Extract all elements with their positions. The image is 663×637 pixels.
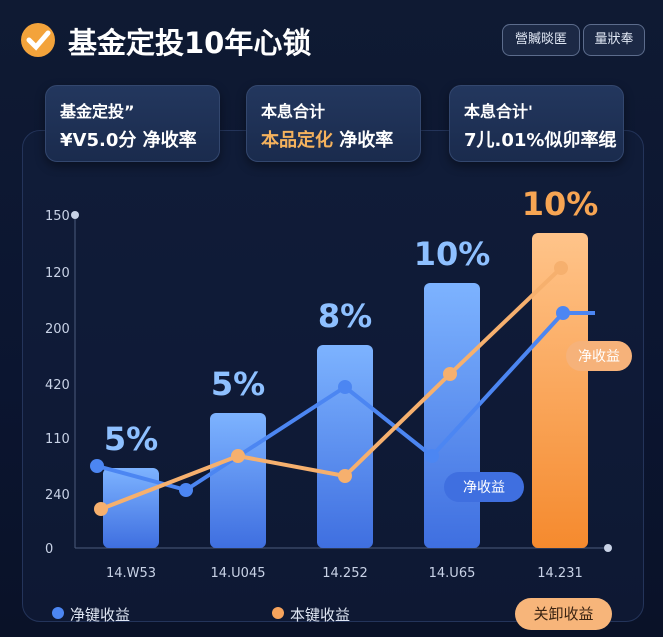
bar-label: 10% <box>414 235 491 273</box>
card: 本息合计' 7儿.01%似卯率绲 <box>449 85 624 162</box>
card-value: 7儿.01%似卯率绲 <box>464 130 617 151</box>
y-label: 0 <box>45 542 53 557</box>
point <box>554 261 568 275</box>
logo <box>21 23 55 57</box>
point <box>425 449 439 463</box>
callout-label: 净收益 <box>463 480 505 496</box>
card-value-text: 净收率 <box>333 130 394 151</box>
callout-label: 净收益 <box>578 349 620 365</box>
header-button[interactable]: 營贓晱匿 <box>502 24 580 56</box>
card-highlight: 本品定化 <box>261 130 333 151</box>
y-label: 420 <box>45 378 70 393</box>
axis-cap <box>71 211 79 219</box>
bar-label: 5% <box>104 420 158 458</box>
point <box>94 502 108 516</box>
legend-label: 本键收益 <box>290 606 351 624</box>
x-label: 14.U045 <box>210 566 265 581</box>
y-label: 120 <box>45 266 70 281</box>
title: 基金定投10年心锁 <box>68 26 312 60</box>
point <box>443 367 457 381</box>
bar <box>103 468 159 548</box>
point <box>231 449 245 463</box>
point <box>338 469 352 483</box>
y-label: 150 <box>45 209 70 224</box>
x-label: 14.252 <box>322 566 368 581</box>
card-label: 本息合计' <box>464 102 533 121</box>
y-label: 240 <box>45 488 70 503</box>
bar <box>532 233 588 548</box>
bar <box>317 345 373 548</box>
action-button[interactable]: 关卸收益 <box>515 598 612 630</box>
point <box>556 306 570 320</box>
x-label: 14.231 <box>537 566 583 581</box>
callout <box>566 341 632 371</box>
x-label: 14.U65 <box>429 566 476 581</box>
y-label: 110 <box>45 432 70 447</box>
bar-label: 10% <box>522 185 599 223</box>
card-value: ¥V5.0分 净收率 <box>60 130 197 151</box>
card-label: 本息合计 <box>261 102 326 121</box>
y-label: 200 <box>45 322 70 337</box>
point <box>90 459 104 473</box>
point <box>338 380 352 394</box>
legend-label: 净键收益 <box>70 606 131 624</box>
legend-dot <box>52 607 64 619</box>
bar <box>210 413 266 548</box>
point <box>179 483 193 497</box>
callout <box>444 472 524 502</box>
x-label: 14.W53 <box>106 566 156 581</box>
legend-dot <box>272 607 284 619</box>
card: 本息合计 本品定化 净收率 <box>246 85 421 162</box>
card-value: 本品定化 净收率 <box>261 126 393 152</box>
card: 基金定投” ¥V5.0分 净收率 <box>45 85 220 162</box>
bar-label: 8% <box>318 297 372 335</box>
card-label: 基金定投” <box>60 102 135 121</box>
header-button[interactable]: 量狀奉 <box>583 24 645 56</box>
bar-label: 5% <box>211 365 265 403</box>
axis-cap <box>604 544 612 552</box>
